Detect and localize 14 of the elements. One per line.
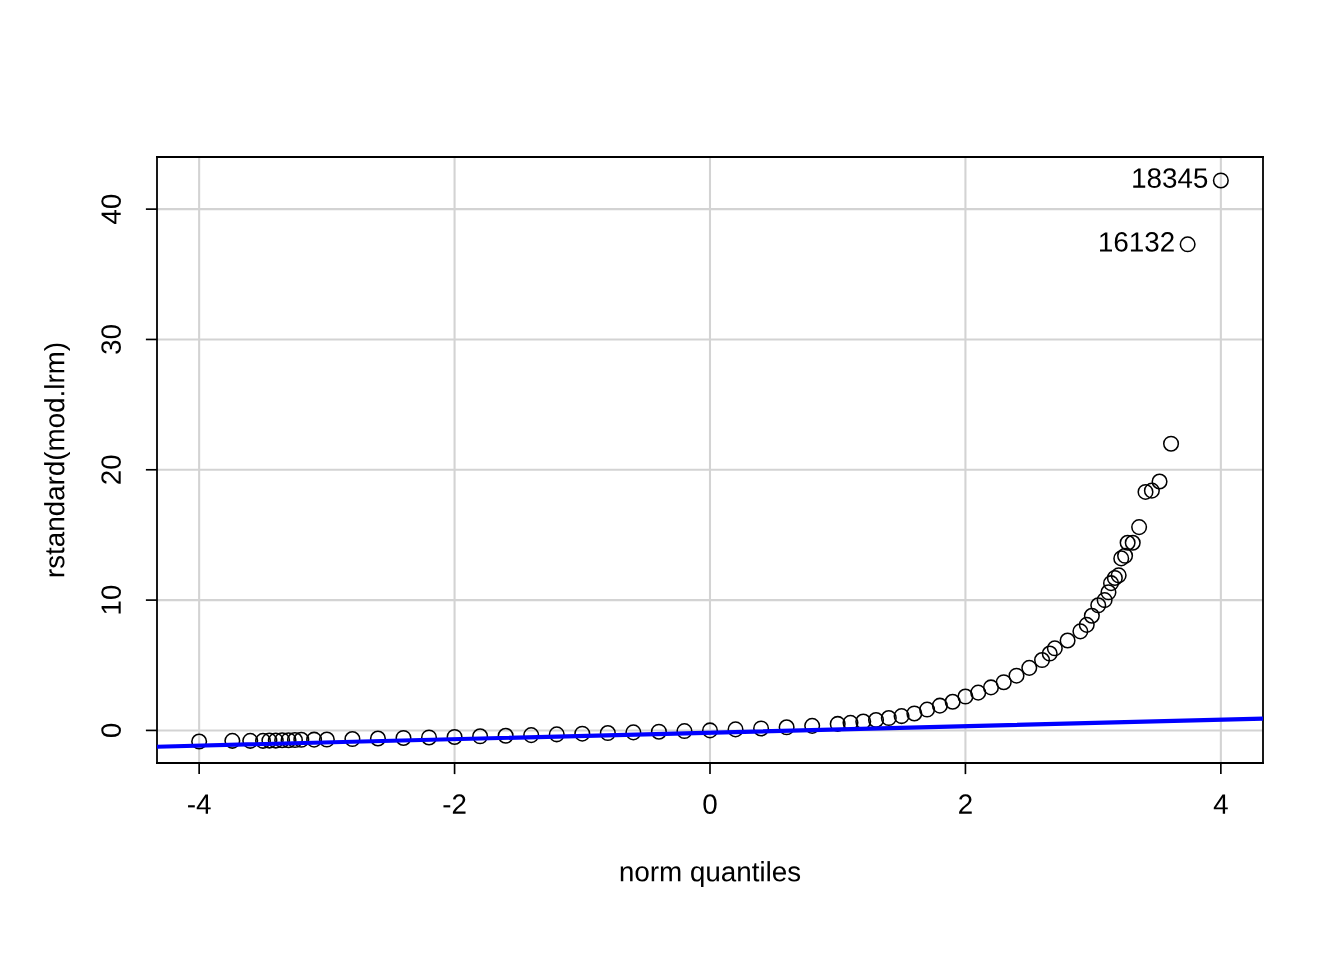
y-tick-label: 20 [101,455,121,484]
y-tick-label: 0 [101,723,121,738]
y-axis-title: rstandard(mod.lrm) [44,343,70,577]
y-tick-label: 30 [101,325,121,354]
x-axis-title: norm quantiles [620,861,801,888]
y-tick-label: 40 [101,194,121,224]
x-tick-label: -2 [443,794,466,814]
annotation: 18345 [1133,168,1208,188]
y-tick-label: 10 [101,585,121,614]
x-tick-label: 4 [1213,794,1228,814]
annotation: 16132 [1100,232,1174,252]
x-tick-label: 2 [959,794,972,814]
x-tick-label: 0 [703,794,717,814]
x-tick-label: -4 [188,794,211,814]
